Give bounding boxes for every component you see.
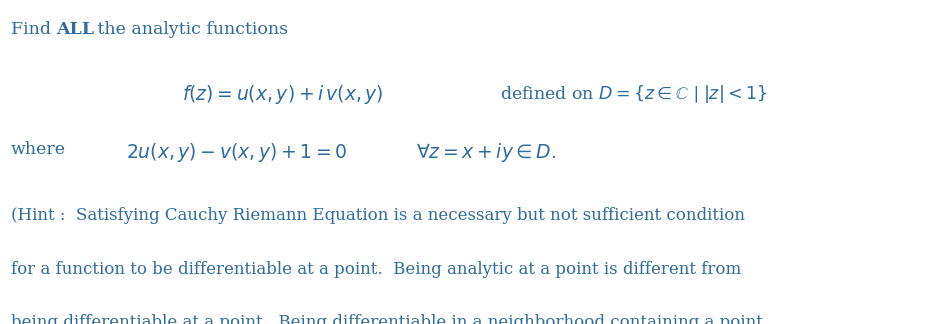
Text: being differentiable at a point.  Being differentiable in a neighborhood contain: being differentiable at a point. Being d… [11, 314, 763, 324]
Text: Find: Find [11, 21, 57, 38]
Text: defined on $D = \{z \in \mathbb{C}\mid |z| < 1\}$: defined on $D = \{z \in \mathbb{C}\mid |… [500, 83, 767, 105]
Text: the analytic functions: the analytic functions [92, 21, 288, 38]
Text: ALL: ALL [56, 21, 94, 38]
Text: $f(z) = u(x, y) + i\,v(x, y)$: $f(z) = u(x, y) + i\,v(x, y)$ [182, 83, 384, 106]
Text: $\forall z = x + iy \in D.$: $\forall z = x + iy \in D.$ [416, 141, 556, 164]
Text: Find: Find [11, 8, 57, 25]
Text: (Hint :  Satisfying Cauchy Riemann Equation is a necessary but not sufficient co: (Hint : Satisfying Cauchy Riemann Equati… [11, 207, 745, 224]
Text: $2u(x, y) - v(x, y) + 1 = 0$: $2u(x, y) - v(x, y) + 1 = 0$ [126, 141, 347, 164]
Text: where: where [11, 141, 66, 158]
Text: for a function to be differentiable at a point.  Being analytic at a point is di: for a function to be differentiable at a… [11, 261, 742, 278]
